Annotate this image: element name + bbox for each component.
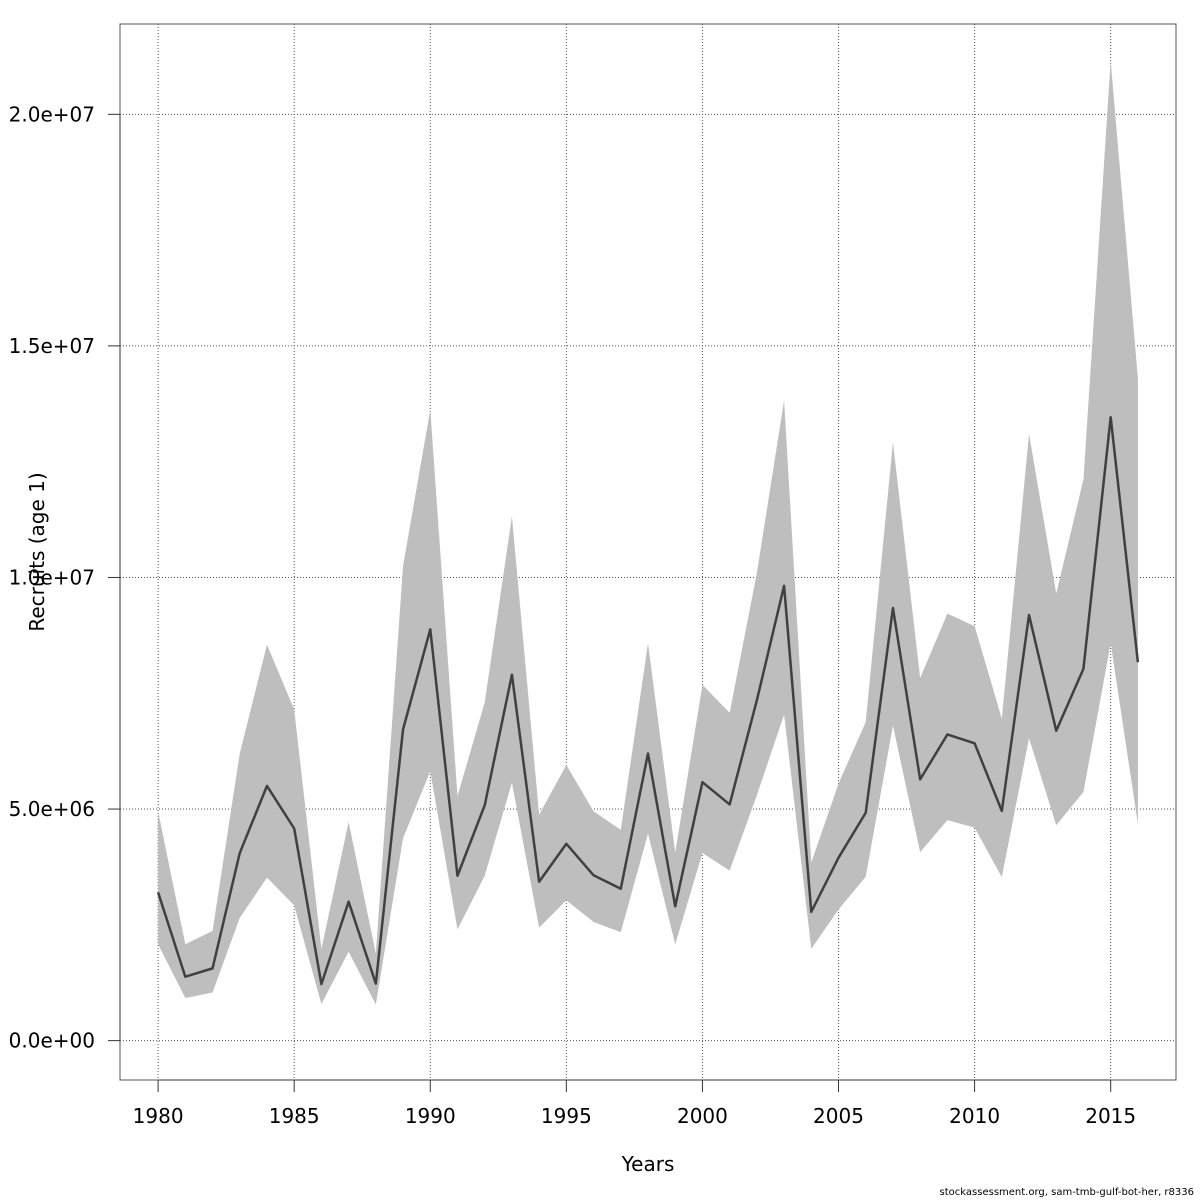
x-tick-label: 1990 bbox=[405, 1104, 456, 1128]
y-tick-label: 0.0e+00 bbox=[9, 1029, 95, 1053]
x-tick-label: 1980 bbox=[133, 1104, 184, 1128]
grid-lines bbox=[120, 24, 1176, 1080]
y-tick-label: 1.0e+07 bbox=[9, 565, 95, 589]
x-tick-label: 2005 bbox=[813, 1104, 864, 1128]
y-tick-label: 1.5e+07 bbox=[9, 334, 95, 358]
x-tick-label: 2015 bbox=[1085, 1104, 1136, 1128]
x-axis-title: Years bbox=[621, 1152, 675, 1176]
x-tick-label: 2010 bbox=[949, 1104, 1000, 1128]
y-axis-title: Recruits (age 1) bbox=[25, 472, 49, 631]
x-tick-label: 1995 bbox=[541, 1104, 592, 1128]
confidence-band-layer bbox=[158, 61, 1138, 1005]
credit-footer: stockassessment.org, sam-tmb-gulf-bot-he… bbox=[939, 1187, 1194, 1198]
y-axis: 0.0e+00 5.0e+06 1.0e+07 1.5e+07 2.0e+07 bbox=[9, 102, 121, 1053]
y-tick-label: 2.0e+07 bbox=[9, 102, 95, 126]
estimate-line-layer bbox=[156, 415, 1140, 986]
y-tick-label: 5.0e+06 bbox=[9, 797, 95, 821]
confidence-band bbox=[158, 61, 1138, 1005]
plot-frame bbox=[119, 23, 1177, 1081]
x-tick-label: 2000 bbox=[677, 1104, 728, 1128]
x-axis: 1980 1985 1990 1995 2000 2005 2010 2015 bbox=[133, 1079, 1136, 1128]
recruits-estimate-line bbox=[156, 415, 1140, 986]
x-tick-label: 1985 bbox=[269, 1104, 320, 1128]
